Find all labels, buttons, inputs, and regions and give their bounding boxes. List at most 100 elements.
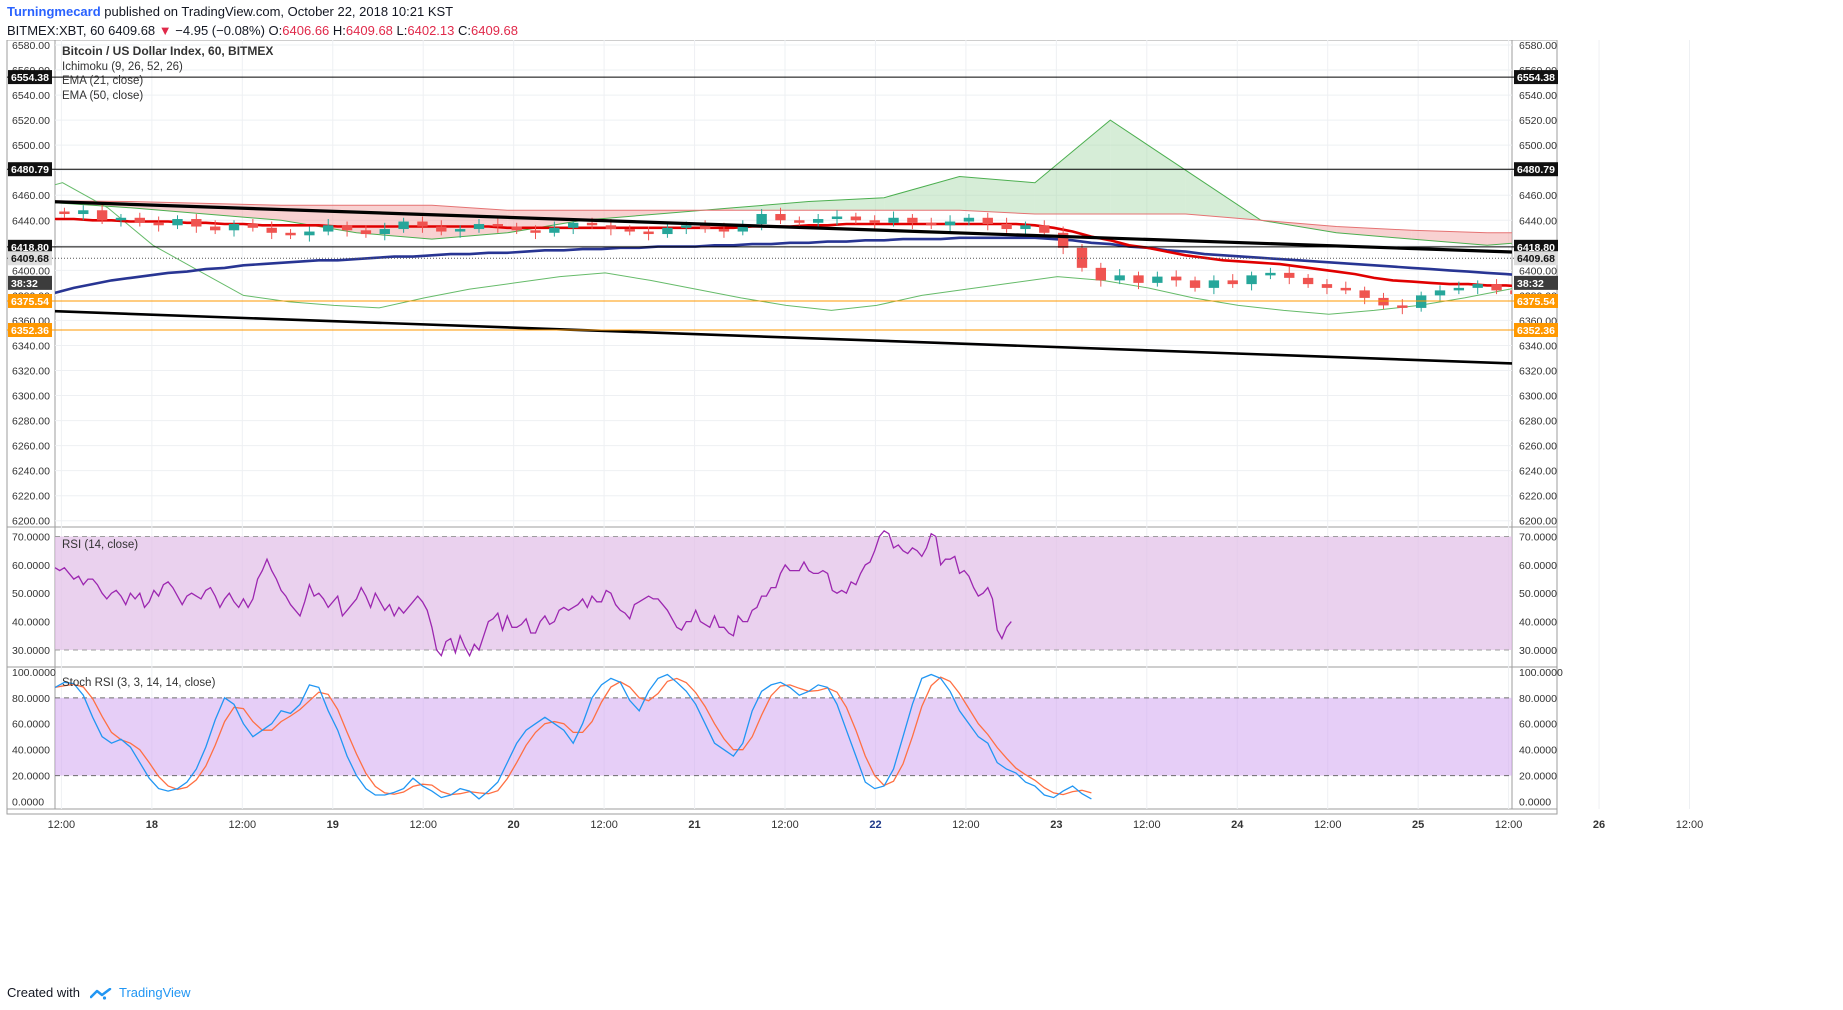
- price-label-text-right: 6375.54: [1517, 296, 1555, 308]
- price-label-left: [8, 293, 52, 308]
- candle-body: [304, 231, 315, 236]
- ema21-line: [55, 217, 1512, 288]
- candle-body: [1717, 288, 1727, 291]
- candle-body: [1340, 287, 1351, 291]
- candle-body: [266, 227, 277, 233]
- price-label-right: [1514, 293, 1558, 308]
- y-tick-label-left: 6580.00: [12, 40, 50, 52]
- stoch-tick-left: 60.0000: [12, 719, 50, 731]
- price-label-text-left: 6480.79: [11, 164, 49, 176]
- created-with-text: Created with: [7, 985, 80, 1000]
- candle-body: [1434, 290, 1446, 296]
- candle-body: [360, 230, 372, 235]
- candle-body: [172, 219, 183, 226]
- x-tick-label: 12:00: [229, 819, 257, 831]
- y-tick-label-left: 6220.00: [12, 491, 50, 503]
- close-value: 6409.68: [471, 23, 518, 38]
- x-tick-label: 21: [688, 819, 700, 831]
- candle-body: [1472, 284, 1483, 288]
- x-tick-label: 22: [869, 819, 881, 831]
- candle-body: [191, 219, 202, 227]
- price-label-text-right: 6554.38: [1517, 72, 1555, 84]
- price-label-text-left: 6375.54: [11, 296, 49, 308]
- last-price: 6409.68: [108, 23, 156, 38]
- x-tick-label: 20: [508, 819, 520, 831]
- y-tick-label-right: 6260.00: [1519, 441, 1557, 453]
- candle-body: [869, 220, 880, 223]
- candle-body: [1623, 282, 1633, 286]
- candle-body: [794, 220, 805, 223]
- candle-body: [398, 221, 409, 230]
- y-tick-label-left: 6540.00: [12, 90, 50, 102]
- candle-body: [1774, 298, 1784, 306]
- candle-body: [1661, 284, 1671, 288]
- candle-body: [718, 229, 730, 232]
- tradingview-link[interactable]: TradingView: [119, 985, 191, 1000]
- high-label: H:: [332, 23, 346, 38]
- x-tick-label: 25: [1412, 819, 1424, 831]
- candle-body: [78, 210, 89, 215]
- ichimoku-cloud-segment: [959, 176, 1035, 215]
- candle-body: [1378, 297, 1389, 306]
- candle-body: [1793, 298, 1803, 306]
- candle-body: [662, 227, 673, 235]
- legend-ichimoku: Ichimoku (9, 26, 52, 26): [62, 61, 183, 73]
- close-label: C:: [458, 23, 471, 38]
- stoch-tick-left: 100.0000: [12, 667, 56, 679]
- y-tick-label-right: 6440.00: [1519, 215, 1557, 227]
- x-tick-label: 12:00: [409, 819, 437, 831]
- tradingview-logo-icon: [89, 987, 111, 1000]
- candle-body: [643, 231, 654, 235]
- price-label-text-left: 6418.80: [11, 242, 49, 254]
- y-tick-label-right: 6220.00: [1519, 491, 1557, 503]
- chart-canvas[interactable]: 12:00 18 12:00 19 12:00 20 12:00 21 12:00 22 12:00…: [0, 40, 1843, 982]
- ichimoku-chikou-span: [55, 182, 1512, 315]
- stoch-tick-left: 0.0000: [12, 797, 44, 809]
- ichimoku-span-b: [55, 200, 1512, 234]
- rsi-tick-right: 60.0000: [1519, 560, 1557, 572]
- candle-body: [1227, 280, 1238, 285]
- y-tick-label-right: 6320.00: [1519, 366, 1557, 378]
- candle-body: [1415, 295, 1427, 308]
- candle-body: [59, 211, 70, 215]
- price-label-text-right: 38:32: [1517, 278, 1544, 290]
- candle-body: [454, 229, 466, 232]
- y-tick-label-right: 6500.00: [1519, 140, 1557, 152]
- x-tick-label: 23: [1050, 819, 1062, 831]
- x-tick-label: 12:00: [1676, 819, 1704, 831]
- y-tick-label-left: 6440.00: [12, 215, 50, 227]
- low-value: 6402.13: [407, 23, 455, 38]
- candle-body: [1133, 275, 1144, 283]
- candle-body: [1510, 290, 1512, 295]
- down-arrow-icon: ▼: [158, 23, 172, 38]
- price-label-right: [1514, 322, 1558, 337]
- x-tick-label: 26: [1593, 819, 1605, 831]
- candle-body: [323, 225, 334, 232]
- candle-body: [1567, 290, 1577, 293]
- stoch-tick-right: 100.0000: [1519, 667, 1563, 679]
- price-label-text-left: 6352.36: [11, 325, 49, 337]
- candle-body: [831, 216, 843, 220]
- legend-ema50: EMA (50, close): [62, 90, 143, 102]
- candle-body: [341, 225, 353, 231]
- price-label-left: [8, 239, 52, 254]
- x-tick-label: 12:00: [1495, 819, 1523, 831]
- stoch-tick-right: 60.0000: [1519, 719, 1557, 731]
- candle-body: [775, 214, 786, 221]
- candle-body: [1642, 282, 1652, 285]
- x-tick-label: 12:00: [771, 819, 799, 831]
- candle-body: [812, 219, 824, 223]
- ichimoku-cloud-segment: [1411, 230, 1488, 246]
- candle-body: [1699, 288, 1709, 291]
- candle-body: [568, 222, 579, 228]
- rsi-tick-right: 50.0000: [1519, 588, 1557, 600]
- author-link[interactable]: Turningmecard: [7, 4, 101, 19]
- y-tick-label-left: 6460.00: [12, 190, 50, 202]
- candle-body: [1095, 267, 1107, 281]
- stoch-k-line: [54, 673, 1092, 800]
- candle-body: [511, 226, 522, 231]
- candle-body: [1020, 225, 1031, 230]
- candle-body: [1453, 287, 1465, 291]
- ema50-line: [55, 236, 1512, 295]
- candle-body: [1152, 276, 1163, 283]
